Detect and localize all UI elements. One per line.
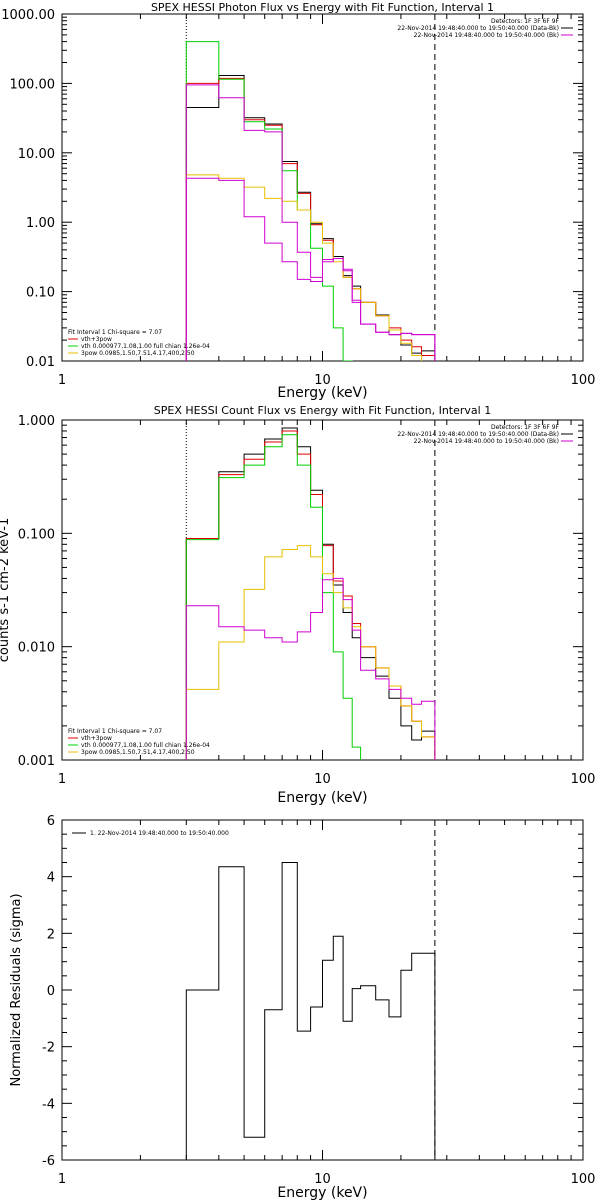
legend-top-right-text: 22-Nov-2014 19:48:40.000 to 19:50:40.000… — [397, 25, 559, 32]
legend-bottom-left-text: Fit Interval 1 Chi-square = 7.07 — [68, 329, 162, 336]
chart-title: SPEX HESSI Photon Flux vs Energy with Fi… — [151, 1, 494, 14]
x-tick-label: 100 — [571, 1172, 596, 1187]
y-tick-label: 0 — [47, 984, 55, 999]
y-tick-label: 4 — [47, 871, 55, 886]
y-tick-label: 0.10 — [26, 286, 55, 301]
y-tick-label: 1.00 — [26, 216, 55, 231]
y-tick-label: 6 — [47, 814, 55, 829]
legend-top-right-text: Detectors: 1F 3F 6F 9F — [491, 18, 560, 25]
plot-area — [185, 427, 436, 760]
legend-bottom-left-text: 3pow 0.0985,1.50,7.51,4.17,400,2.50 — [81, 749, 195, 756]
x-tick-label: 10 — [314, 1172, 331, 1187]
legend-bottom-left-text: vth 0.000977,1.08,1.00 full chian 1.26e-… — [81, 343, 210, 350]
legend-bottom-left-text: vth+3pow — [81, 735, 112, 742]
y-axis-label: Normalized Residuals (sigma) — [9, 893, 24, 1086]
plot-frame — [61, 13, 584, 362]
x-tick-label: 100 — [571, 373, 596, 388]
legend-bottom-left-text: 3pow 0.0985,1.50,7.51,4.17,400,2.50 — [81, 350, 195, 357]
x-tick-label: 10 — [314, 772, 331, 787]
series-3pow — [185, 174, 422, 361]
chart-panel-1: SPEX HESSI Photon Flux vs Energy with Fi… — [1, 1, 595, 401]
y-tick-label: 1000.00 — [1, 8, 55, 23]
y-tick-label: 100.00 — [10, 77, 56, 92]
y-tick-label: -4 — [42, 1097, 55, 1112]
x-tick-label: 1 — [58, 1172, 66, 1187]
y-tick-label: -6 — [42, 1154, 55, 1169]
series-data-bk — [185, 427, 436, 760]
legend-bottom-left-text: vth+3pow — [81, 336, 112, 343]
x-tick-label: 10 — [314, 373, 331, 388]
y-tick-label: 0.010 — [18, 641, 55, 656]
chart-title: SPEX HESSI Count Flux vs Energy with Fit… — [154, 404, 491, 417]
y-tick-label: 1.000 — [18, 414, 55, 429]
x-axis-label: Energy (keV) — [277, 790, 367, 806]
series-data-bk — [185, 75, 436, 361]
series-bk-step — [185, 177, 436, 361]
plot-area — [185, 862, 436, 1160]
y-tick-label: 10.00 — [18, 147, 55, 162]
legend-top-right-text: 22-Nov-2014 19:48:40.000 to 19:50:40.000… — [414, 32, 559, 39]
y-tick-label: 0.001 — [18, 754, 55, 769]
x-tick-label: 1 — [58, 373, 66, 388]
legend-top-left-text: 1. 22-Nov-2014 19:48:40.000 to 19:50:40.… — [90, 830, 229, 837]
series-bk — [185, 577, 436, 760]
chart-panel-3: 1 10 100 -6 -4 -2 0 2 4 6 Energy (keV) Normalized R… — [9, 814, 595, 1200]
legend-top-right-text: Detectors: 1F 3F 6F 9F — [491, 424, 560, 431]
legend-bottom-left-text: vth 0.000977,1.08,1.00 full chian 1.26e-… — [81, 742, 210, 749]
y-axis-label: counts s-1 cm-2 keV-1 — [0, 518, 12, 663]
x-tick-label: 100 — [571, 772, 596, 787]
y-tick-label: -2 — [42, 1041, 55, 1056]
y-tick-label: 2 — [47, 927, 55, 942]
series-1-22-nov-2014-19-48-40-000-to-19-50-40-000 — [185, 862, 436, 1160]
legend-top-right-text: 22-Nov-2014 19:48:40.000 to 19:50:40.000… — [414, 438, 559, 445]
legend-bottom-left-text: Fit Interval 1 Chi-square = 7.07 — [68, 728, 162, 735]
y-tick-label: 0.100 — [18, 527, 55, 542]
y-tick-label: 0.01 — [26, 355, 55, 370]
legend-top-right-text: 22-Nov-2014 19:48:40.000 to 19:50:40.000… — [397, 431, 559, 438]
x-axis-label: Energy (keV) — [277, 385, 367, 401]
chart-panel-2: SPEX HESSI Count Flux vs Energy with Fit… — [0, 404, 595, 806]
plot-area — [185, 41, 436, 361]
x-axis-label: Energy (keV) — [277, 1185, 367, 1200]
series-3pow — [185, 545, 436, 760]
x-tick-label: 1 — [58, 772, 66, 787]
